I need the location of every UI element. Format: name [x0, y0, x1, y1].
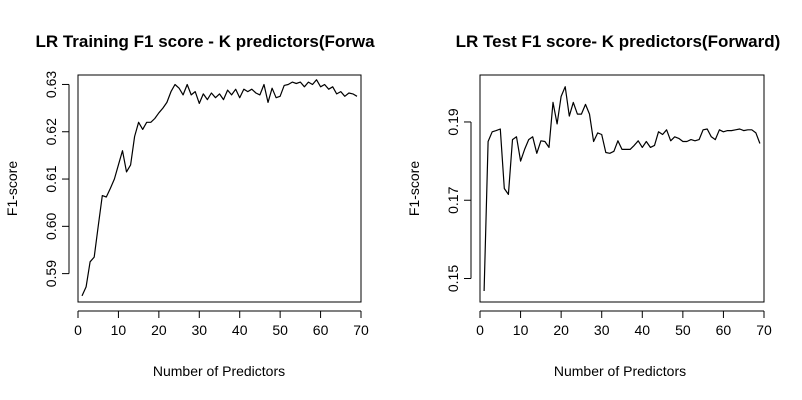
f1-score-line [483, 86, 761, 292]
x-tick-label: 0 [74, 322, 82, 338]
x-tick-label: 70 [353, 322, 369, 338]
training-f1-panel: LR Training F1 score - K predictors(Forw… [4, 32, 375, 379]
x-tick-label: 30 [191, 322, 207, 338]
x-tick-label: 50 [272, 322, 288, 338]
x-tick-label: 60 [716, 322, 732, 338]
x-tick-label: 40 [232, 322, 248, 338]
plot-frame [479, 74, 765, 303]
x-tick-label: 20 [553, 322, 569, 338]
x-tick-label: 70 [756, 322, 772, 338]
plot-frame [77, 74, 362, 303]
x-tick-label: 50 [675, 322, 691, 338]
x-tick-label: 30 [594, 322, 610, 338]
x-tick-label: 10 [111, 322, 127, 338]
y-tick-label: 0.63 [43, 71, 59, 98]
x-axis-title: Number of Predictors [153, 363, 285, 379]
x-tick-label: 60 [313, 322, 329, 338]
f1-score-line [81, 79, 358, 297]
test-f1-panel: LR Test F1 score- K predictors(Forward) 0… [406, 32, 780, 379]
x-tick-label: 40 [634, 322, 650, 338]
y-tick-label: 0.15 [445, 265, 461, 292]
chart-title: LR Test F1 score- K predictors(Forward) [456, 32, 781, 51]
y-tick-label: 0.61 [43, 165, 59, 192]
y-tick-label: 0.62 [43, 118, 59, 145]
chart-title: LR Training F1 score - K predictors(Forw… [35, 32, 375, 51]
y-axis-title: F1-score [4, 161, 20, 216]
x-tick-label: 20 [151, 322, 167, 338]
x-axis-title: Number of Predictors [554, 363, 686, 379]
x-tick-label: 0 [476, 322, 484, 338]
y-tick-label: 0.60 [43, 212, 59, 239]
y-axis-title: F1-score [406, 161, 422, 216]
y-tick-label: 0.59 [43, 260, 59, 287]
y-tick-label: 0.17 [445, 186, 461, 213]
x-tick-label: 10 [513, 322, 529, 338]
y-tick-label: 0.19 [445, 108, 461, 135]
